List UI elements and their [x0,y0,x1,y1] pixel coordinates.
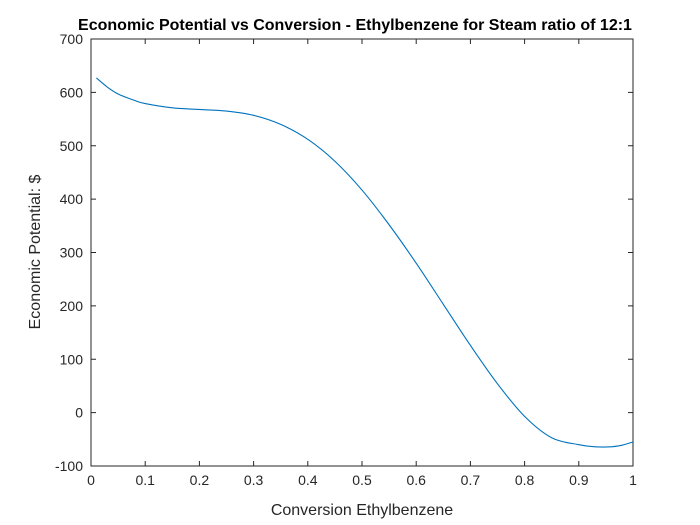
x-axis-ticks: 0 0.1 0.2 0.3 0.4 0.5 0.6 0.7 0.8 0.9 1 [87,39,637,488]
x-tick-label: 0.1 [135,472,155,488]
x-axis-label: Conversion Ethylbenzene [271,502,453,519]
y-tick-label: 100 [60,351,84,367]
x-tick-label: 0 [87,472,95,488]
plot-area [90,38,634,467]
y-tick-label: 0 [75,405,83,421]
y-tick-label: 200 [60,298,84,314]
x-tick-label: 0.9 [569,472,589,488]
y-tick-label: 300 [60,245,84,261]
x-tick-label: 0.8 [515,472,535,488]
chart-title: Economic Potential vs Conversion - Ethyl… [78,17,632,34]
x-tick-label: 0.5 [352,472,372,488]
x-tick-label: 0.2 [190,472,210,488]
y-axis-label: Economic Potential: $ [27,175,44,330]
y-tick-label: -100 [55,458,83,474]
series-line [96,77,634,448]
y-axis-ticks: -100 0 100 200 300 400 500 600 700 [55,31,633,474]
series-layer [96,77,634,448]
x-tick-label: 0.4 [298,472,318,488]
y-tick-label: 700 [60,31,84,47]
y-tick-label: 600 [60,84,84,100]
x-tick-label: 1 [629,472,637,488]
x-tick-label: 0.3 [244,472,264,488]
y-tick-label: 500 [60,138,84,154]
y-tick-label: 400 [60,191,84,207]
x-tick-label: 0.6 [406,472,426,488]
x-tick-label: 0.7 [461,472,481,488]
